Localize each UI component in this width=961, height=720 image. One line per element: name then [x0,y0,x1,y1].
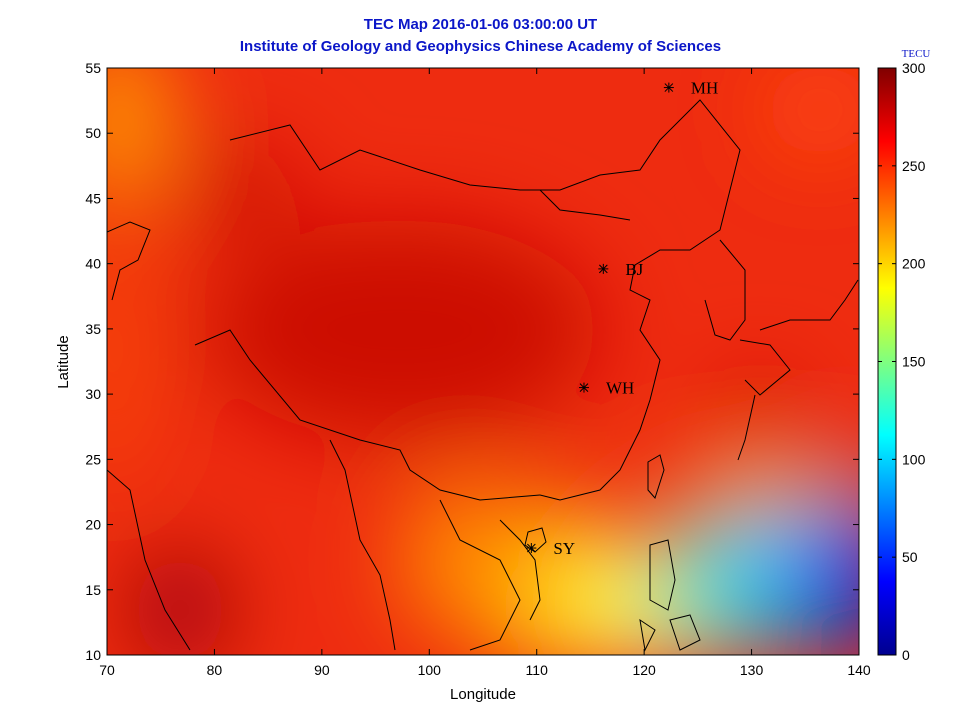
x-tick-label: 130 [740,662,764,678]
station-marker-stroke [664,83,674,92]
colorbar-tick-label: 0 [902,647,910,663]
colorbar-unit: TECU [902,48,931,60]
y-tick-label: 40 [85,256,101,272]
y-axis-ticks: 10 15 20 25 30 35 40 45 50 55 [85,60,859,663]
x-tick-label: 90 [314,662,330,678]
station-label: SY [553,539,575,558]
colorbar-tick-label: 100 [902,451,926,467]
map-title: TEC Map 2016-01-06 03:00:00 UT [363,16,598,33]
station-wh: WH [578,379,634,398]
x-tick-label: 100 [418,662,442,678]
y-tick-label: 15 [85,582,101,598]
colorbar-tick-label: 250 [902,158,926,174]
y-axis-label: Latitude [55,335,72,388]
y-tick-label: 45 [85,190,101,206]
station-markers: MH BJ WH SY [526,79,718,558]
y-tick-label: 20 [85,517,101,533]
y-tick-label: 30 [85,386,101,402]
x-axis-label: Longitude [450,686,516,703]
x-tick-label: 70 [99,662,115,678]
colorbar-ticks: 0 50 100 150 200 250 300 [878,60,926,663]
x-tick-label: 140 [847,662,871,678]
y-tick-label: 10 [85,647,101,663]
station-sy: SY [526,539,575,558]
station-mh: MH [663,79,718,98]
colorbar-tick-label: 150 [902,354,926,370]
colorbar-tick-label: 300 [902,60,926,76]
x-tick-label: 120 [632,662,656,678]
x-tick-label: 110 [526,662,549,678]
station-marker-stroke [579,383,589,392]
colorbar-tick-label: 50 [902,549,918,565]
station-label: MH [691,79,718,98]
plot-frame [106,67,860,656]
station-marker-stroke [526,543,536,553]
y-tick-label: 35 [85,321,101,337]
station-marker-stroke [598,264,608,274]
station-bj: BJ [598,260,644,279]
map-subtitle: Institute of Geology and Geophysics Chin… [239,38,722,55]
y-tick-label: 25 [85,451,101,467]
coastlines [107,99,859,652]
tec-field [107,68,859,655]
x-axis-ticks: 70 80 90 100 110 120 130 140 [99,68,871,678]
y-tick-label: 50 [85,125,101,141]
x-tick-label: 80 [207,662,223,678]
colorbar-tick-label: 200 [902,256,926,272]
station-label: WH [606,379,634,398]
station-label: BJ [625,260,643,279]
y-tick-label: 55 [85,60,101,76]
